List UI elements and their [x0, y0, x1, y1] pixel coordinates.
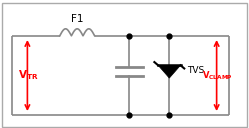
Polygon shape	[158, 65, 181, 78]
Text: TVS: TVS	[187, 66, 204, 75]
Text: $\mathbf{V_{CLAMP}}$: $\mathbf{V_{CLAMP}}$	[202, 69, 233, 82]
Text: F1: F1	[71, 14, 83, 24]
Text: $\mathbf{V_{TR}}$: $\mathbf{V_{TR}}$	[18, 69, 39, 82]
